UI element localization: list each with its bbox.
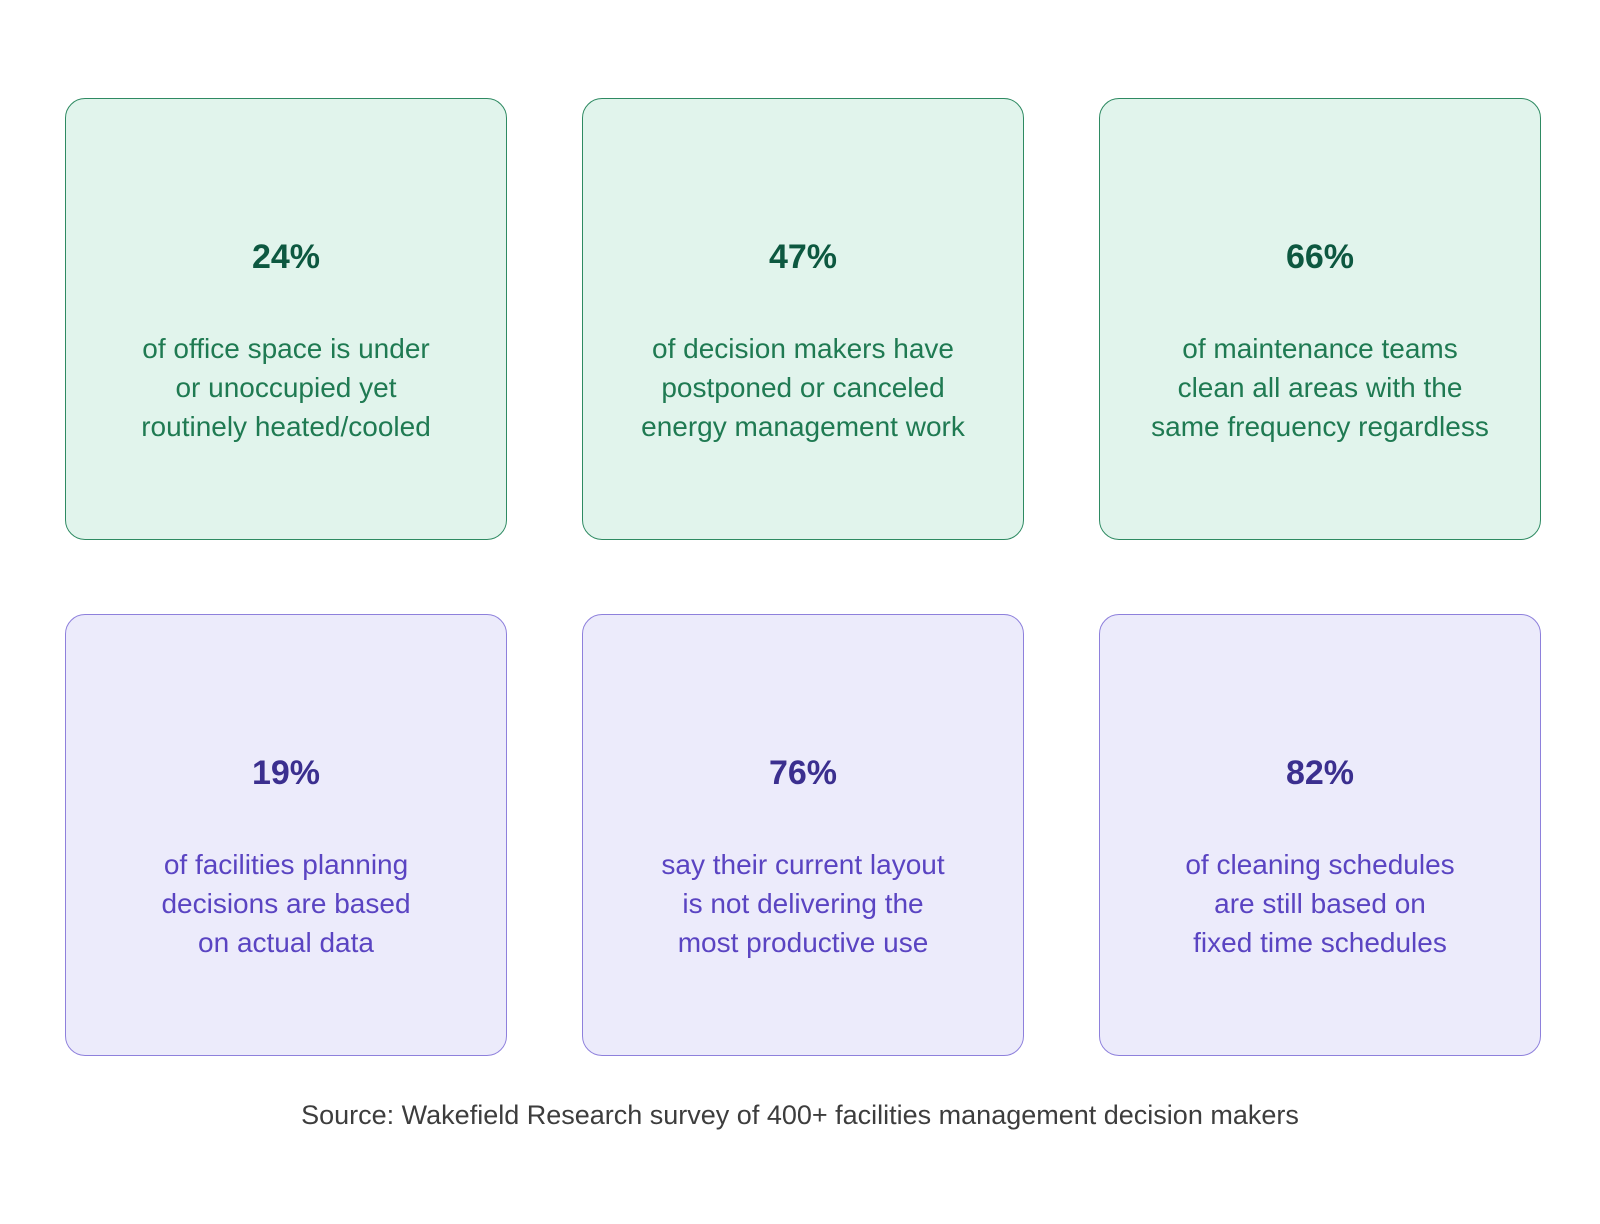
stat-card-maintenance-teams: 66% of maintenance teams clean all areas… (1099, 98, 1541, 540)
stat-description-line: decisions are based (161, 888, 411, 919)
stat-description-line: of decision makers have (652, 333, 954, 364)
stat-description: of facilities planning decisions are bas… (106, 845, 466, 962)
stat-card-cleaning-schedules: 82% of cleaning schedules are still base… (1099, 614, 1541, 1056)
stat-description: say their current layout is not deliveri… (623, 845, 983, 962)
stat-description-line: of facilities planning (163, 849, 409, 880)
stat-description: of office space is under or unoccupied y… (106, 329, 466, 446)
stat-description-line: routinely heated/cooled (141, 411, 431, 442)
stat-description: of maintenance teams clean all areas wit… (1140, 329, 1500, 446)
stat-description-line: energy management work (641, 411, 965, 442)
stat-value: 24% (251, 238, 321, 276)
stat-description: of decision makers have postponed or can… (623, 329, 983, 446)
source-caption: Source: Wakefield Research survey of 400… (301, 1100, 1299, 1130)
stat-description: of cleaning schedules are still based on… (1140, 845, 1500, 962)
stat-description-line: fixed time schedules (1193, 927, 1447, 958)
stat-description-line: same frequency regardless (1151, 411, 1489, 442)
stat-value: 76% (768, 754, 838, 792)
stat-card-facilities-planning: 19% of facilities planning decisions are… (65, 614, 507, 1056)
stat-card-office-space: 24% of office space is under or unoccupi… (65, 98, 507, 540)
stat-description-line: are still based on (1214, 888, 1426, 919)
stat-card-current-layout: 76% say their current layout is not deli… (582, 614, 1024, 1056)
stat-value: 19% (251, 754, 321, 792)
stat-description-line: most productive use (677, 927, 929, 958)
stat-description-line: is not delivering the (682, 888, 924, 919)
stat-card-grid: 24% of office space is under or unoccupi… (65, 98, 1541, 1056)
stat-description-line: of maintenance teams (1182, 333, 1458, 364)
stat-description-line: of cleaning schedules (1185, 849, 1455, 880)
stat-description-line: or unoccupied yet (175, 372, 397, 403)
stat-description-line: of office space is under (142, 333, 430, 364)
stat-value: 66% (1285, 238, 1355, 276)
stat-description-line: on actual data (198, 927, 374, 958)
stat-description-line: postponed or canceled (661, 372, 945, 403)
stat-description-line: say their current layout (661, 849, 945, 880)
stat-card-energy-management: 47% of decision makers have postponed or… (582, 98, 1024, 540)
stat-description-line: clean all areas with the (1177, 372, 1463, 403)
stat-value: 47% (768, 238, 838, 276)
stat-value: 82% (1285, 754, 1355, 792)
